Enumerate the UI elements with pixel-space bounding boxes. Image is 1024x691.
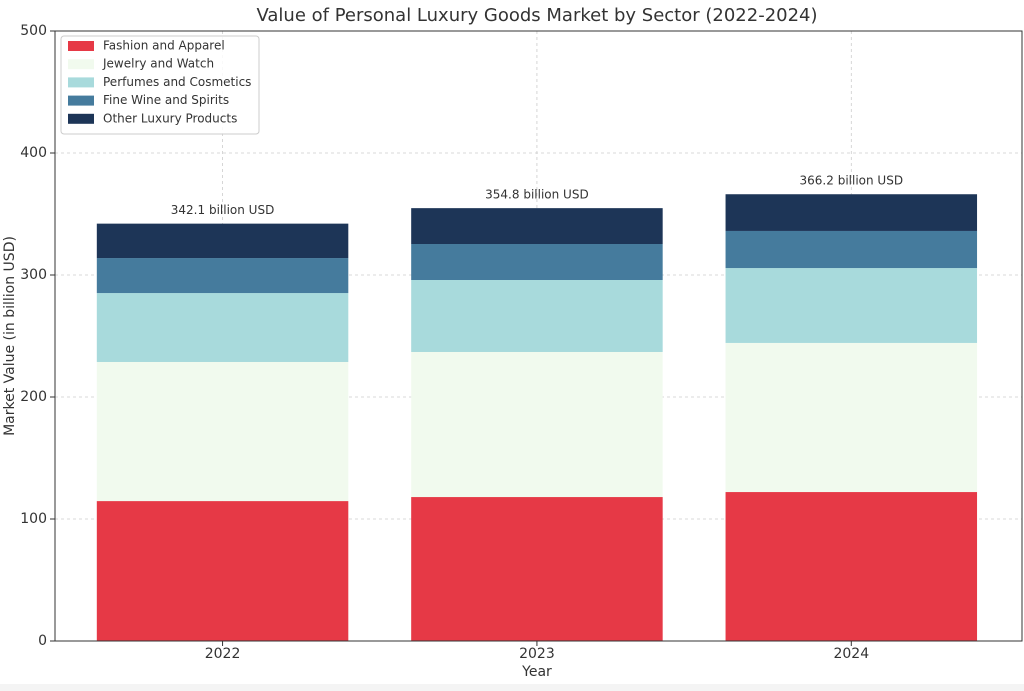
bar-segment [96, 293, 349, 362]
legend-swatch [68, 113, 94, 124]
legend-label: Fine Wine and Spirits [103, 93, 229, 107]
x-tick-label: 2023 [519, 646, 555, 662]
x-tick-label: 2024 [833, 646, 869, 662]
legend-label: Other Luxury Products [103, 111, 237, 125]
bar-segment [725, 268, 978, 343]
bar-segment [411, 280, 663, 352]
total-label: 342.1 billion USD [171, 203, 275, 217]
total-label: 354.8 billion USD [485, 188, 589, 202]
legend-label: Jewelry and Watch [102, 57, 214, 71]
bar-segment [411, 351, 663, 498]
legend-swatch [68, 41, 94, 51]
x-axis-label: Year [521, 664, 552, 680]
bar-segment [96, 361, 349, 502]
bar-segment [725, 342, 978, 493]
legend-box [60, 35, 260, 135]
legend-swatch [68, 95, 94, 106]
y-tick-label: 500 [20, 23, 47, 39]
bar-segment [411, 497, 663, 641]
legend-swatch [68, 77, 94, 88]
bar-segment [725, 492, 978, 641]
x-tick-label: 2022 [205, 646, 241, 662]
bar-segment [725, 194, 978, 231]
total-label: 366.2 billion USD [800, 174, 904, 188]
bar-segment [411, 244, 663, 281]
legend-swatch [68, 59, 94, 70]
bottom-strip [0, 684, 1024, 691]
y-tick-label: 100 [20, 511, 47, 527]
legend-label: Perfumes and Cosmetics [103, 75, 251, 89]
legend-label: Fashion and Apparel [103, 39, 225, 53]
legend: Fashion and Apparel Jewelry and Watch Perf… [60, 35, 260, 135]
bar-segment [96, 501, 349, 641]
y-tick-label: 200 [20, 389, 47, 405]
y-tick-label: 300 [20, 267, 47, 283]
axes-frame [54, 30, 1023, 642]
bar-segment [96, 223, 349, 259]
bar-segment [725, 230, 978, 269]
y-axis-label: Market Value (in billion USD) [2, 236, 18, 436]
bar-segment [96, 258, 349, 294]
y-tick-label: 400 [20, 145, 47, 161]
y-tick-label: 0 [38, 633, 47, 649]
bar-segment [411, 208, 663, 245]
chart-title: Value of Personal Luxury Goods Market by… [256, 5, 817, 26]
